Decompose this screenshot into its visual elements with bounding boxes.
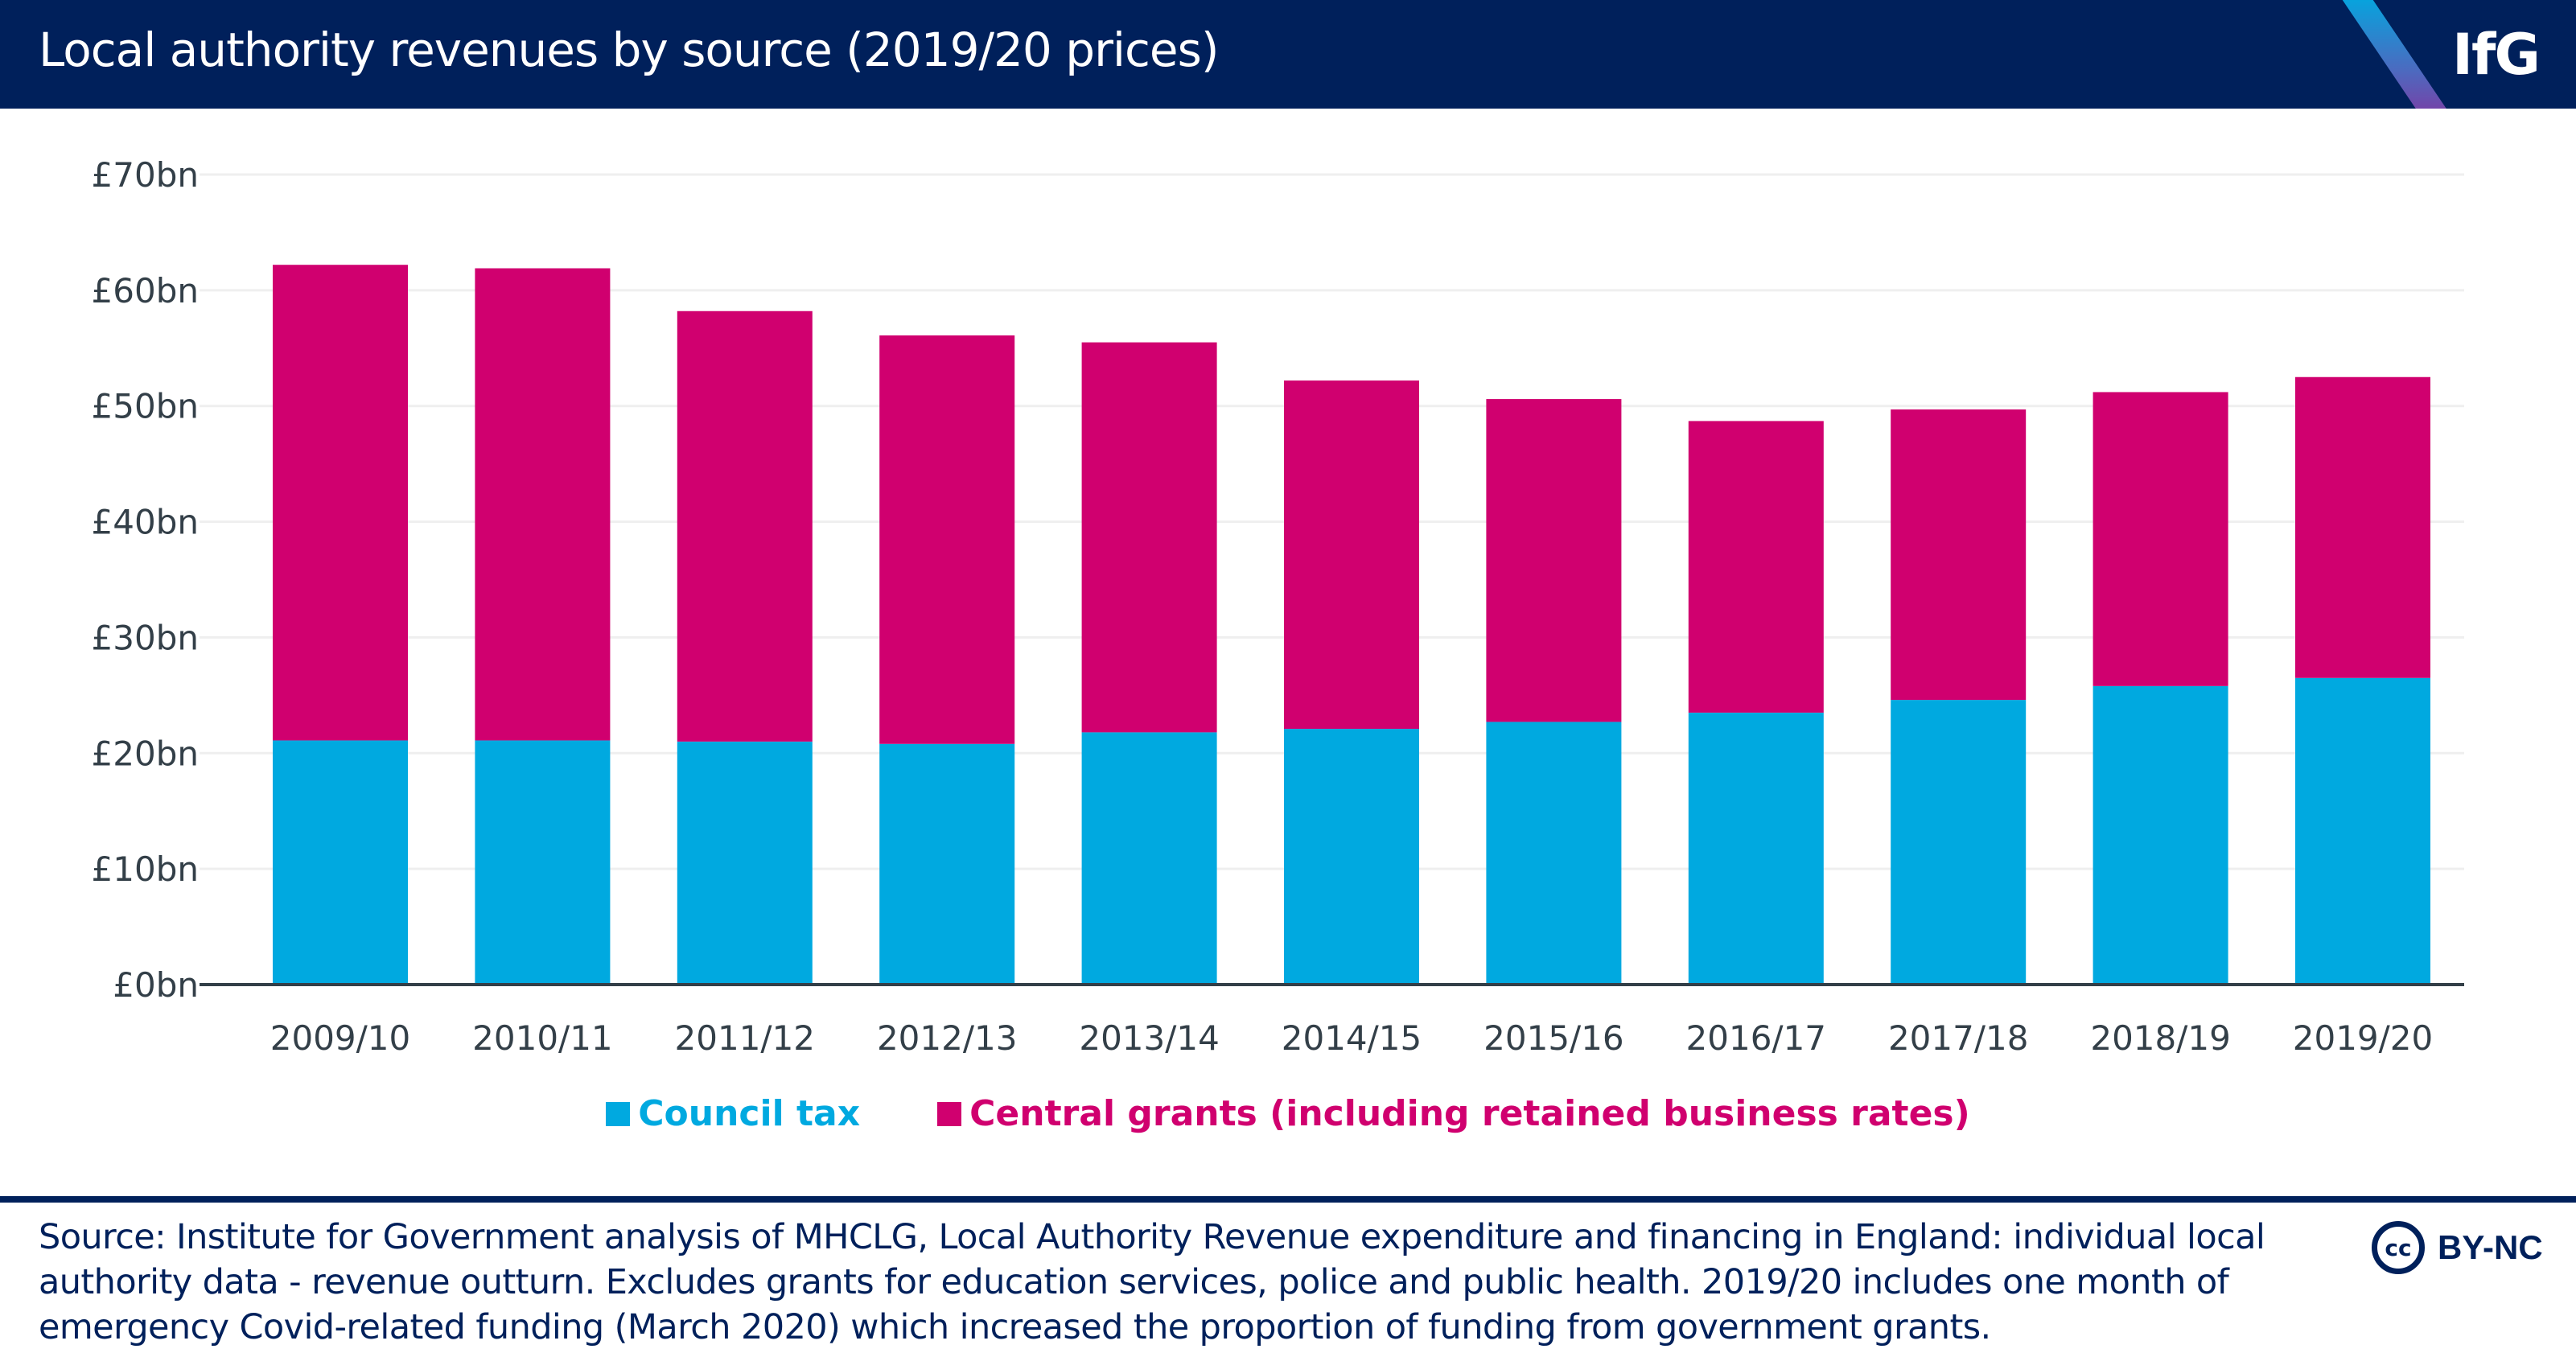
bar-council-tax <box>677 741 813 985</box>
stacked-bar-chart: £0bn£10bn£20bn£30bn£40bn£50bn£60bn£70bn … <box>92 155 2464 1058</box>
y-tick-label: £60bn <box>92 271 199 310</box>
x-tick-label: 2009/10 <box>270 1018 410 1058</box>
source-note: Source: Institute for Government analysi… <box>39 1217 2265 1347</box>
bar-council-tax <box>475 740 611 985</box>
bar-council-tax <box>2295 677 2430 985</box>
bar-council-tax <box>273 740 408 985</box>
bar-central-grants <box>879 335 1015 744</box>
bar-central-grants <box>2295 376 2430 678</box>
legend-swatch-central-grants <box>937 1102 962 1126</box>
bar-council-tax <box>879 743 1015 985</box>
license-text: BY-NC <box>2438 1228 2543 1266</box>
bar-central-grants <box>1486 399 1622 722</box>
y-tick-label: £0bn <box>113 965 199 1005</box>
x-tick-label: 2010/11 <box>472 1018 612 1058</box>
ifg-logo: IfG <box>2452 22 2541 88</box>
y-tick-label: £70bn <box>92 155 199 195</box>
legend-label-central-grants: Central grants (including retained busin… <box>969 1093 1970 1134</box>
y-tick-label: £30bn <box>92 618 199 657</box>
footer-divider <box>0 1196 2576 1203</box>
bar-central-grants <box>1688 421 1824 713</box>
chart-header: Local authority revenues by source (2019… <box>0 0 2576 109</box>
y-tick-label: £40bn <box>92 503 199 542</box>
x-tick-label: 2017/18 <box>1888 1018 2028 1058</box>
bar-central-grants <box>2092 392 2228 686</box>
bar-central-grants <box>1081 342 1217 733</box>
bar-central-grants <box>1284 380 1419 730</box>
bar-council-tax <box>1486 722 1622 985</box>
bar-central-grants <box>273 265 408 741</box>
legend-item-council-tax: Council tax <box>606 1090 860 1138</box>
x-tick-label: 2014/15 <box>1282 1018 1422 1058</box>
x-tick-label: 2012/13 <box>877 1018 1017 1058</box>
bar-central-grants <box>677 310 813 742</box>
bar-council-tax <box>2092 685 2228 985</box>
bars <box>273 265 2430 985</box>
x-tick-label: 2011/12 <box>675 1018 815 1058</box>
y-tick-label: £20bn <box>92 734 199 773</box>
x-tick-label: 2013/14 <box>1079 1018 1219 1058</box>
x-tick-label: 2018/19 <box>2090 1018 2230 1058</box>
x-axis-labels: 2009/10 2010/11 2011/12 2012/13 2013/14 2014/… <box>270 1018 2433 1058</box>
chart-title: Local authority revenues by source (2019… <box>39 23 1219 77</box>
bar-council-tax <box>1891 700 2027 985</box>
legend: Council tax Central grants (including re… <box>0 1090 2576 1138</box>
bar-central-grants <box>1891 409 2027 701</box>
legend-item-central-grants: Central grants (including retained busin… <box>937 1090 1970 1138</box>
y-tick-label: £50bn <box>92 387 199 426</box>
bar-central-grants <box>475 268 611 741</box>
y-tick-label: £10bn <box>92 849 199 889</box>
license-badge: cc BY-NC <box>2372 1221 2543 1274</box>
x-tick-label: 2019/20 <box>2293 1018 2433 1058</box>
legend-swatch-council-tax <box>606 1102 631 1126</box>
bar-council-tax <box>1081 732 1217 985</box>
y-axis-labels: £0bn £10bn £20bn £30bn £40bn £50bn £60bn £70bn <box>92 155 199 1005</box>
legend-label-council-tax: Council tax <box>638 1093 861 1134</box>
x-tick-label: 2016/17 <box>1686 1018 1826 1058</box>
bar-council-tax <box>1284 729 1419 985</box>
x-tick-label: 2015/16 <box>1483 1018 1623 1058</box>
bar-council-tax <box>1688 712 1824 985</box>
logo-stripe-graphic <box>2337 0 2463 109</box>
creative-commons-icon: cc <box>2372 1221 2425 1274</box>
